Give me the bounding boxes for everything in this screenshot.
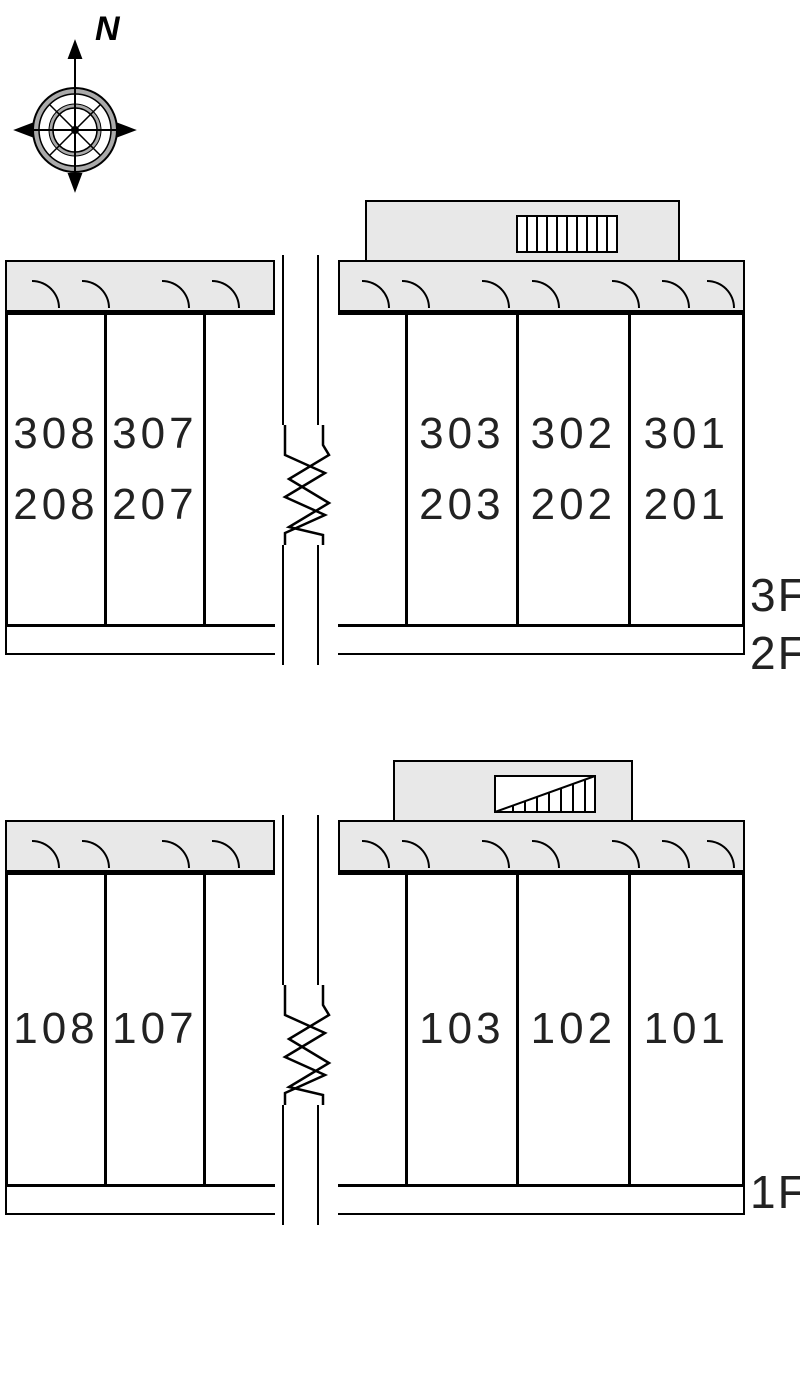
unit-number: 102 (531, 994, 616, 1064)
compass: N (10, 10, 140, 200)
balcony-upper-right (338, 627, 745, 655)
door-icon (482, 840, 510, 868)
unit-cell: 103 (408, 875, 519, 1184)
unit-number: 303 (419, 399, 504, 469)
door-icon (362, 840, 390, 868)
corridor-upper-right (338, 260, 745, 312)
door-icon (32, 280, 60, 308)
units-upper-right: 303 203 302 202 301 201 (338, 312, 745, 627)
units-lower-left: 108 107 (5, 872, 275, 1187)
corridor-lower-right (338, 820, 745, 872)
unit-cell: 307 207 (107, 315, 206, 624)
floor-label-2f: 2F (750, 626, 800, 680)
unit-cell: 102 (519, 875, 630, 1184)
unit-number: 108 (13, 994, 98, 1064)
floor-label-1f: 1F (750, 1165, 800, 1219)
unit-cell: 107 (107, 875, 206, 1184)
door-icon (402, 280, 430, 308)
unit-cell: 308 208 (8, 315, 107, 624)
corridor-lower-left (5, 820, 275, 872)
door-icon (662, 840, 690, 868)
stair-box-upper (365, 200, 680, 262)
door-icon (482, 280, 510, 308)
lower-block: 108 107 103 102 101 1F (5, 760, 745, 1240)
door-icon (212, 280, 240, 308)
unit-number: 308 (13, 399, 98, 469)
door-icon (362, 280, 390, 308)
door-icon (707, 840, 735, 868)
door-icon (612, 840, 640, 868)
units-upper-left: 308 208 307 207 (5, 312, 275, 627)
unit-number: 202 (531, 470, 616, 540)
stair-box-lower (393, 760, 633, 822)
door-icon (532, 280, 560, 308)
unit-number: 208 (13, 470, 98, 540)
units-lower-right: 103 102 101 (338, 872, 745, 1187)
unit-number: 203 (419, 470, 504, 540)
unit-number: 301 (644, 399, 729, 469)
unit-cell: 303 203 (408, 315, 519, 624)
zigzag-icon (265, 425, 350, 545)
door-icon (32, 840, 60, 868)
floor-label-3f: 3F (750, 568, 800, 622)
door-icon (162, 840, 190, 868)
upper-block: 308 208 307 207 303 203 302 202 301 201 (5, 200, 745, 680)
unit-number: 107 (112, 994, 197, 1064)
corridor-upper-left (5, 260, 275, 312)
zigzag-icon (265, 985, 350, 1105)
unit-number: 302 (531, 399, 616, 469)
unit-number: 103 (419, 994, 504, 1064)
compass-n: N (95, 10, 121, 48)
balcony-lower-right (338, 1187, 745, 1215)
door-icon (532, 840, 560, 868)
unit-number: 207 (112, 470, 197, 540)
unit-number: 307 (112, 399, 197, 469)
unit-number: 101 (644, 994, 729, 1064)
door-icon (662, 280, 690, 308)
door-icon (212, 840, 240, 868)
door-icon (402, 840, 430, 868)
unit-cell: 101 (631, 875, 742, 1184)
balcony-lower-left (5, 1187, 275, 1215)
unit-cell: 301 201 (631, 315, 742, 624)
unit-number: 201 (644, 470, 729, 540)
door-icon (162, 280, 190, 308)
unit-cell: 108 (8, 875, 107, 1184)
door-icon (82, 280, 110, 308)
door-icon (82, 840, 110, 868)
door-icon (612, 280, 640, 308)
door-icon (707, 280, 735, 308)
unit-cell: 302 202 (519, 315, 630, 624)
balcony-upper-left (5, 627, 275, 655)
